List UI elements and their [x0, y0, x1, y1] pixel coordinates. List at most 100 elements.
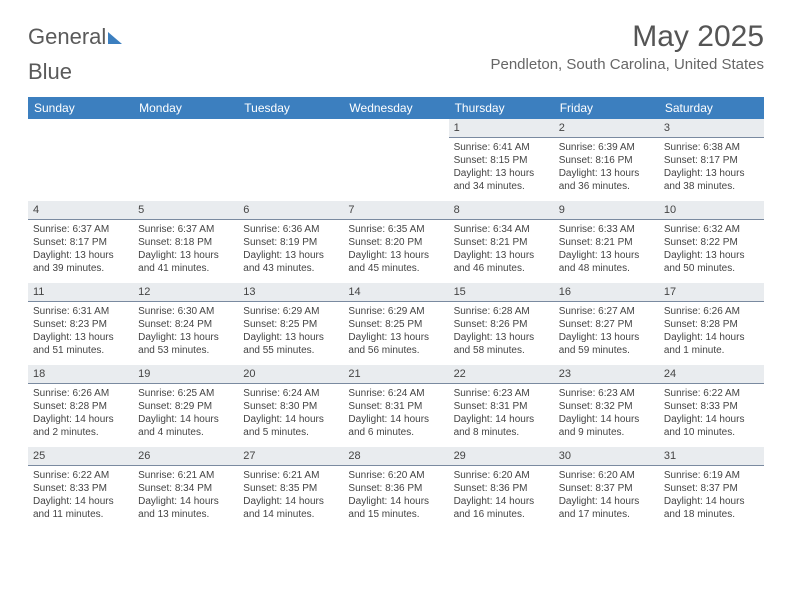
daylight-text-2: and 43 minutes.: [243, 262, 338, 275]
daylight-text-2: and 9 minutes.: [559, 426, 654, 439]
daylight-text-2: and 8 minutes.: [454, 426, 549, 439]
daylight-text-1: Daylight: 14 hours: [559, 495, 654, 508]
sunrise-text: Sunrise: 6:37 AM: [138, 223, 233, 236]
sunset-text: Sunset: 8:28 PM: [664, 318, 759, 331]
sunrise-text: Sunrise: 6:22 AM: [33, 469, 128, 482]
calendar-day-cell: 22Sunrise: 6:23 AMSunset: 8:31 PMDayligh…: [449, 365, 554, 447]
day-number: 16: [554, 283, 659, 302]
sunrise-text: Sunrise: 6:26 AM: [33, 387, 128, 400]
day-details: Sunrise: 6:22 AMSunset: 8:33 PMDaylight:…: [28, 466, 133, 524]
calendar-day-cell: 7Sunrise: 6:35 AMSunset: 8:20 PMDaylight…: [343, 201, 448, 283]
day-details: Sunrise: 6:32 AMSunset: 8:22 PMDaylight:…: [659, 220, 764, 278]
daylight-text-1: Daylight: 14 hours: [138, 413, 233, 426]
weekday-header: Friday: [554, 97, 659, 119]
day-details: Sunrise: 6:33 AMSunset: 8:21 PMDaylight:…: [554, 220, 659, 278]
day-details: Sunrise: 6:36 AMSunset: 8:19 PMDaylight:…: [238, 220, 343, 278]
day-number: 2: [554, 119, 659, 138]
sunset-text: Sunset: 8:36 PM: [348, 482, 443, 495]
sunset-text: Sunset: 8:36 PM: [454, 482, 549, 495]
sunrise-text: Sunrise: 6:28 AM: [454, 305, 549, 318]
calendar-day-cell: 30Sunrise: 6:20 AMSunset: 8:37 PMDayligh…: [554, 447, 659, 529]
day-details: Sunrise: 6:34 AMSunset: 8:21 PMDaylight:…: [449, 220, 554, 278]
day-details: Sunrise: 6:41 AMSunset: 8:15 PMDaylight:…: [449, 138, 554, 196]
sunset-text: Sunset: 8:29 PM: [138, 400, 233, 413]
daylight-text-1: Daylight: 13 hours: [243, 249, 338, 262]
calendar-day-cell: 17Sunrise: 6:26 AMSunset: 8:28 PMDayligh…: [659, 283, 764, 365]
day-details: Sunrise: 6:29 AMSunset: 8:25 PMDaylight:…: [238, 302, 343, 360]
sunrise-text: Sunrise: 6:39 AM: [559, 141, 654, 154]
day-number: 23: [554, 365, 659, 384]
sunrise-text: Sunrise: 6:21 AM: [243, 469, 338, 482]
sunset-text: Sunset: 8:15 PM: [454, 154, 549, 167]
sunset-text: Sunset: 8:16 PM: [559, 154, 654, 167]
sunset-text: Sunset: 8:25 PM: [348, 318, 443, 331]
calendar-day-cell: 4Sunrise: 6:37 AMSunset: 8:17 PMDaylight…: [28, 201, 133, 283]
daylight-text-1: Daylight: 14 hours: [33, 495, 128, 508]
sunset-text: Sunset: 8:20 PM: [348, 236, 443, 249]
day-details: Sunrise: 6:20 AMSunset: 8:37 PMDaylight:…: [554, 466, 659, 524]
weekday-header: Wednesday: [343, 97, 448, 119]
month-title: May 2025: [490, 20, 764, 54]
sunset-text: Sunset: 8:23 PM: [33, 318, 128, 331]
day-number: 4: [28, 201, 133, 220]
sunrise-text: Sunrise: 6:37 AM: [33, 223, 128, 236]
day-number: 9: [554, 201, 659, 220]
calendar-day-cell: 19Sunrise: 6:25 AMSunset: 8:29 PMDayligh…: [133, 365, 238, 447]
daylight-text-2: and 39 minutes.: [33, 262, 128, 275]
sunset-text: Sunset: 8:33 PM: [33, 482, 128, 495]
calendar-week-row: 11Sunrise: 6:31 AMSunset: 8:23 PMDayligh…: [28, 283, 764, 365]
sunrise-text: Sunrise: 6:20 AM: [559, 469, 654, 482]
day-number: 22: [449, 365, 554, 384]
day-details: Sunrise: 6:37 AMSunset: 8:18 PMDaylight:…: [133, 220, 238, 278]
calendar-day-cell: 26Sunrise: 6:21 AMSunset: 8:34 PMDayligh…: [133, 447, 238, 529]
sunrise-text: Sunrise: 6:25 AM: [138, 387, 233, 400]
sunset-text: Sunset: 8:31 PM: [348, 400, 443, 413]
sunset-text: Sunset: 8:22 PM: [664, 236, 759, 249]
day-number: 1: [449, 119, 554, 138]
day-number: 26: [133, 447, 238, 466]
day-number: 15: [449, 283, 554, 302]
day-number: 13: [238, 283, 343, 302]
day-number: 6: [238, 201, 343, 220]
calendar-day-cell: [238, 119, 343, 201]
day-details: Sunrise: 6:31 AMSunset: 8:23 PMDaylight:…: [28, 302, 133, 360]
sunset-text: Sunset: 8:21 PM: [559, 236, 654, 249]
sunrise-text: Sunrise: 6:24 AM: [348, 387, 443, 400]
daylight-text-2: and 14 minutes.: [243, 508, 338, 521]
daylight-text-1: Daylight: 13 hours: [664, 167, 759, 180]
sunrise-text: Sunrise: 6:32 AM: [664, 223, 759, 236]
daylight-text-1: Daylight: 14 hours: [348, 495, 443, 508]
sunset-text: Sunset: 8:21 PM: [454, 236, 549, 249]
day-number: 12: [133, 283, 238, 302]
calendar-day-cell: 2Sunrise: 6:39 AMSunset: 8:16 PMDaylight…: [554, 119, 659, 201]
calendar-day-cell: 21Sunrise: 6:24 AMSunset: 8:31 PMDayligh…: [343, 365, 448, 447]
daylight-text-2: and 50 minutes.: [664, 262, 759, 275]
daylight-text-1: Daylight: 14 hours: [454, 413, 549, 426]
day-details: Sunrise: 6:26 AMSunset: 8:28 PMDaylight:…: [28, 384, 133, 442]
daylight-text-2: and 17 minutes.: [559, 508, 654, 521]
daylight-text-1: Daylight: 14 hours: [243, 413, 338, 426]
daylight-text-2: and 41 minutes.: [138, 262, 233, 275]
sunset-text: Sunset: 8:19 PM: [243, 236, 338, 249]
day-number: 14: [343, 283, 448, 302]
daylight-text-1: Daylight: 14 hours: [33, 413, 128, 426]
daylight-text-2: and 55 minutes.: [243, 344, 338, 357]
sunrise-text: Sunrise: 6:20 AM: [454, 469, 549, 482]
daylight-text-2: and 13 minutes.: [138, 508, 233, 521]
day-details: Sunrise: 6:20 AMSunset: 8:36 PMDaylight:…: [449, 466, 554, 524]
sunrise-text: Sunrise: 6:23 AM: [454, 387, 549, 400]
calendar-table: Sunday Monday Tuesday Wednesday Thursday…: [28, 97, 764, 529]
day-details: Sunrise: 6:24 AMSunset: 8:31 PMDaylight:…: [343, 384, 448, 442]
daylight-text-1: Daylight: 13 hours: [559, 331, 654, 344]
day-number: 10: [659, 201, 764, 220]
sunrise-text: Sunrise: 6:35 AM: [348, 223, 443, 236]
day-number: 11: [28, 283, 133, 302]
day-number: 5: [133, 201, 238, 220]
day-number: 3: [659, 119, 764, 138]
day-number: 17: [659, 283, 764, 302]
weekday-header: Monday: [133, 97, 238, 119]
day-number: 7: [343, 201, 448, 220]
day-details: Sunrise: 6:21 AMSunset: 8:34 PMDaylight:…: [133, 466, 238, 524]
calendar-day-cell: 8Sunrise: 6:34 AMSunset: 8:21 PMDaylight…: [449, 201, 554, 283]
sunset-text: Sunset: 8:28 PM: [33, 400, 128, 413]
